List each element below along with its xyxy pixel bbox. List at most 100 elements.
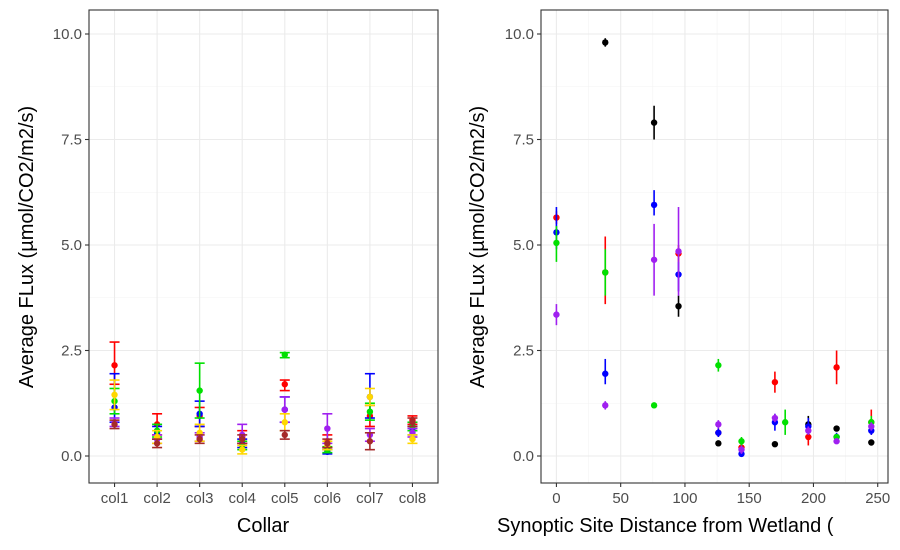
right-data-points xyxy=(553,38,875,458)
data-point-group xyxy=(553,226,560,262)
data-point xyxy=(715,362,722,369)
left-data-points xyxy=(109,341,418,455)
data-point-group xyxy=(805,426,812,435)
data-point-group xyxy=(650,223,658,296)
data-point xyxy=(781,419,789,426)
data-point-group xyxy=(771,440,779,448)
data-point-group xyxy=(715,428,722,438)
data-point-group xyxy=(868,422,875,431)
data-point xyxy=(281,419,288,426)
data-point-group xyxy=(279,429,290,440)
data-point-group xyxy=(675,207,682,296)
data-point-group xyxy=(279,379,290,392)
y-tick-label: 10.0 xyxy=(53,26,82,43)
data-point xyxy=(111,421,118,428)
data-point-group xyxy=(237,444,248,455)
right-gridlines xyxy=(541,10,888,483)
right-y-axis-ticks: 0.0 2.5 5.0 7.5 10.0 xyxy=(505,26,541,465)
data-point xyxy=(111,362,118,369)
data-point-group xyxy=(650,402,658,409)
data-point xyxy=(833,438,840,445)
data-point-group xyxy=(407,434,418,445)
data-point-group xyxy=(675,295,682,317)
y-tick-label: 2.5 xyxy=(61,343,82,360)
data-point-group xyxy=(553,304,560,326)
data-point-group xyxy=(237,434,248,445)
x-tick-label: col5 xyxy=(271,490,299,507)
data-point xyxy=(409,419,416,426)
data-point-group xyxy=(781,409,789,435)
data-point-group xyxy=(602,401,609,410)
x-tick-label: col6 xyxy=(314,490,342,507)
data-point xyxy=(771,414,779,422)
data-point-group xyxy=(602,358,609,385)
left-y-axis-ticks: 0.0 2.5 5.0 7.5 10.0 xyxy=(53,26,89,465)
data-point xyxy=(833,364,840,371)
y-tick-label: 7.5 xyxy=(61,132,82,149)
data-point xyxy=(833,425,840,432)
x-tick-label: col3 xyxy=(186,490,214,507)
data-series xyxy=(109,417,418,451)
data-point xyxy=(650,201,658,209)
left-x-axis-ticks: col1 col2 col3 col4 col5 col6 col7 col8 xyxy=(101,483,426,507)
data-point-group xyxy=(407,417,418,428)
x-tick-label: col8 xyxy=(399,490,427,507)
data-point xyxy=(366,393,374,401)
data-point xyxy=(239,446,246,453)
x-tick-label: 100 xyxy=(672,490,697,507)
data-series xyxy=(602,38,875,448)
data-point xyxy=(650,256,658,263)
data-point-group xyxy=(364,402,375,421)
data-point xyxy=(715,421,722,428)
collar-flux-chart: 0.02.55.07.510.0 col1 col2 col3 col4 col5 col… xyxy=(16,9,439,537)
data-point-group xyxy=(152,438,163,449)
data-point xyxy=(366,408,374,415)
left-panel-border xyxy=(88,9,439,484)
data-point-group xyxy=(602,38,609,47)
data-point xyxy=(675,302,682,310)
data-point xyxy=(805,433,812,441)
data-point-group xyxy=(602,249,609,296)
data-point xyxy=(324,425,331,432)
data-point-group xyxy=(109,379,120,411)
y-tick-label: 0.0 xyxy=(513,448,534,465)
right-y-axis-title: Average FLux (µmol/CO2/m2/s) xyxy=(467,106,489,388)
y-tick-label: 0.0 xyxy=(61,448,82,465)
x-tick-label: 250 xyxy=(865,490,890,507)
data-point xyxy=(805,427,812,434)
data-point-group xyxy=(650,105,658,140)
data-point xyxy=(196,387,203,394)
data-point xyxy=(239,435,246,443)
right-x-axis-title: Synoptic Site Distance from Wetland ( xyxy=(497,515,834,537)
data-point xyxy=(868,439,875,446)
data-point xyxy=(281,431,288,439)
data-point xyxy=(715,429,722,436)
data-point-group xyxy=(109,419,120,430)
data-point xyxy=(553,311,560,318)
data-point xyxy=(738,438,745,445)
data-series xyxy=(553,207,875,454)
data-point xyxy=(409,435,416,443)
data-point-group xyxy=(738,437,745,446)
data-point xyxy=(281,351,288,358)
data-point xyxy=(366,438,374,445)
data-point xyxy=(324,440,331,447)
data-point-group xyxy=(715,420,722,429)
data-point xyxy=(602,402,609,409)
data-point xyxy=(771,440,779,448)
left-y-axis-title: Average FLux (µmol/CO2/m2/s) xyxy=(16,106,38,388)
data-point-group xyxy=(279,351,290,359)
left-x-axis-title: Collar xyxy=(237,515,290,537)
data-point-group xyxy=(322,438,333,449)
data-point xyxy=(650,119,658,126)
data-point-group xyxy=(771,371,779,393)
y-tick-label: 2.5 xyxy=(513,343,534,360)
data-point xyxy=(111,391,118,399)
data-point-group xyxy=(771,413,779,423)
data-point-group xyxy=(364,387,375,407)
x-tick-label: col2 xyxy=(143,490,171,507)
x-tick-label: col1 xyxy=(101,490,129,507)
data-point xyxy=(771,378,779,386)
data-point xyxy=(196,435,203,443)
x-tick-label: 0 xyxy=(552,490,560,507)
